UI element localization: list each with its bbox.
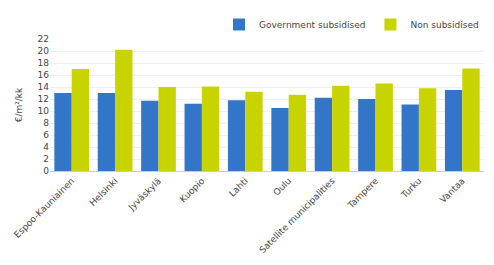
- svg-text:Jyväskylä: Jyväskylä: [126, 176, 163, 213]
- svg-text:4: 4: [43, 142, 49, 152]
- svg-text:6: 6: [43, 130, 49, 140]
- svg-text:Espoo-Kauniainen: Espoo-Kauniainen: [12, 176, 76, 240]
- svg-text:Lahti: Lahti: [227, 176, 250, 199]
- svg-text:Oulu: Oulu: [271, 176, 293, 198]
- svg-text:12: 12: [38, 94, 49, 104]
- svg-text:Kuopio: Kuopio: [178, 175, 207, 204]
- svg-text:18: 18: [38, 58, 50, 68]
- svg-text:22: 22: [38, 34, 49, 44]
- svg-text:2: 2: [43, 154, 49, 164]
- svg-text:Helsinki: Helsinki: [88, 176, 120, 208]
- svg-text:Turku: Turku: [399, 176, 424, 201]
- svg-text:20: 20: [38, 46, 50, 56]
- svg-text:14: 14: [38, 82, 50, 92]
- svg-text:0: 0: [43, 166, 49, 176]
- svg-text:Government subsidised: Government subsidised: [259, 20, 365, 30]
- svg-text:16: 16: [38, 70, 50, 80]
- svg-text:Satellite municipalities: Satellite municipalities: [257, 176, 337, 256]
- svg-text:€/m²/kk: €/m²/kk: [14, 87, 24, 122]
- svg-text:Non subsidised: Non subsidised: [410, 20, 478, 30]
- svg-text:Vantaa: Vantaa: [438, 176, 467, 205]
- svg-text:8: 8: [43, 118, 49, 128]
- svg-text:Tampere: Tampere: [345, 176, 380, 211]
- svg-text:10: 10: [38, 106, 50, 116]
